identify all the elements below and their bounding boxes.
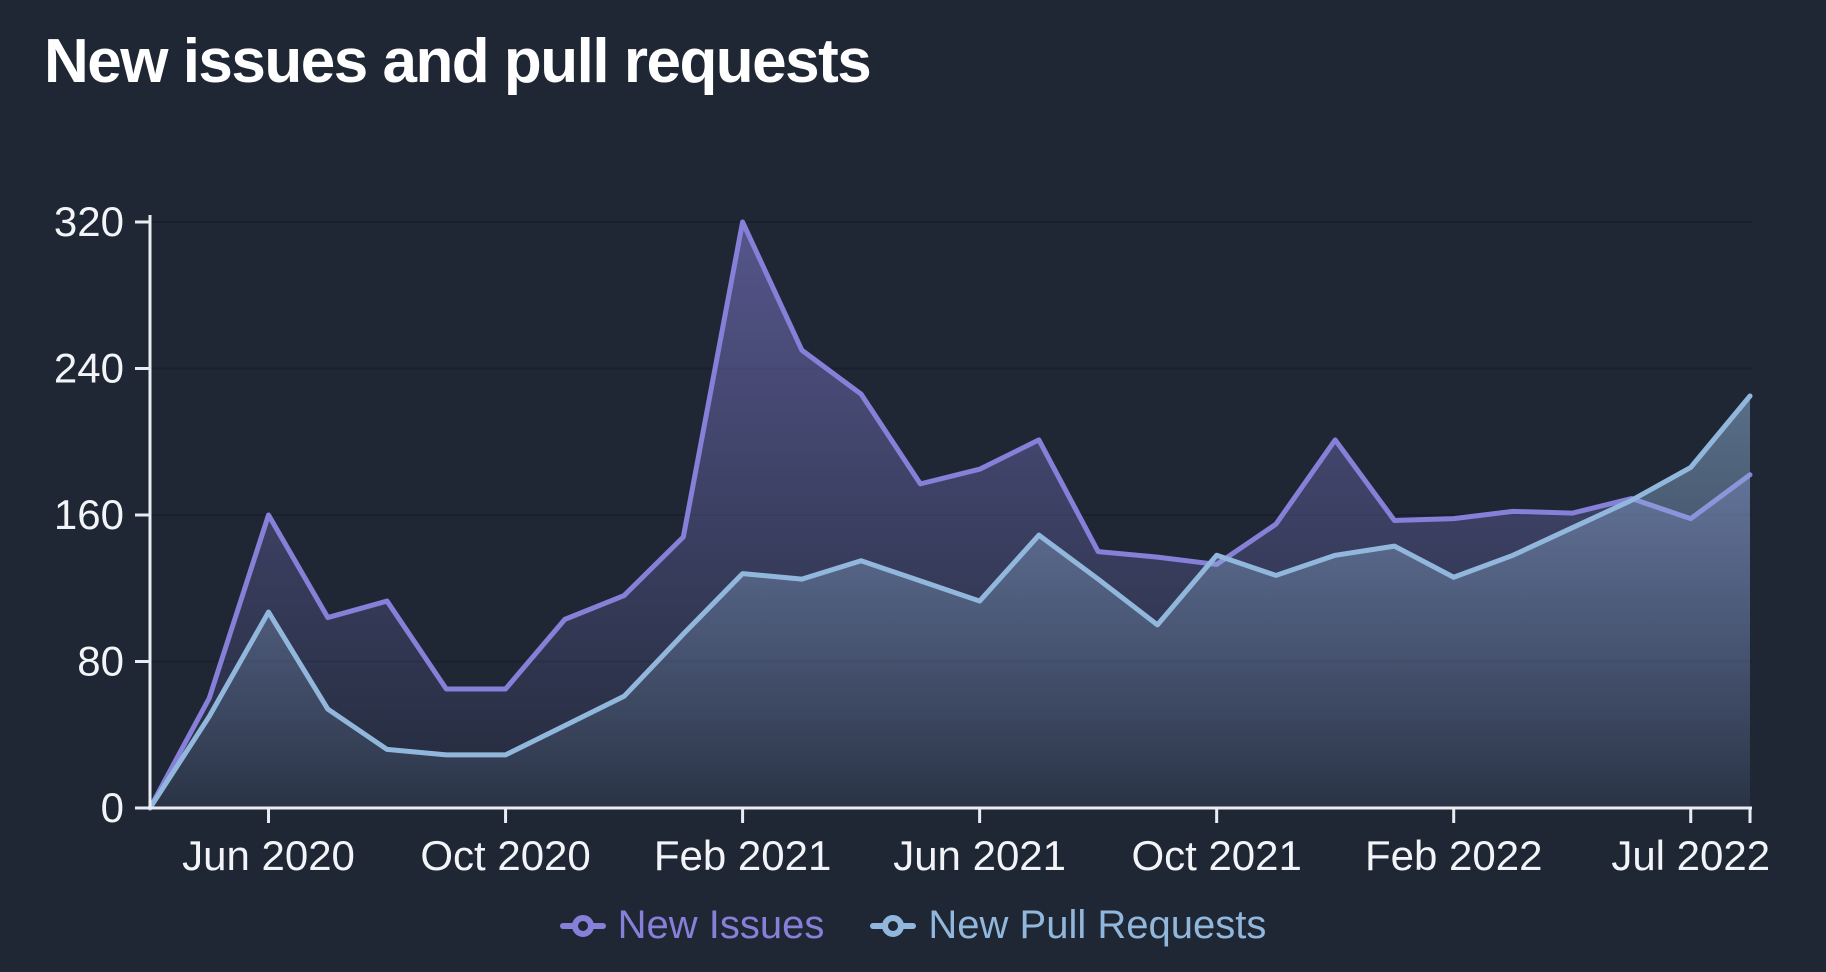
- series-area-new-pull-requests: [150, 395, 1750, 808]
- x-axis-label: Jul 2022: [1611, 832, 1770, 879]
- y-axis-label: 320: [54, 198, 124, 245]
- y-axis-label: 240: [54, 345, 124, 392]
- line-with-ring-icon: [559, 914, 606, 937]
- legend-item-new-issues[interactable]: New Issues: [559, 903, 825, 948]
- chart-title: New issues and pull requests: [44, 27, 872, 96]
- x-axis-label: Jun 2021: [893, 832, 1066, 879]
- legend-label-new-issues: New Issues: [617, 903, 825, 947]
- line-with-ring-icon: [870, 914, 917, 937]
- x-axis-label: Feb 2021: [654, 832, 831, 879]
- x-axis-label: Jun 2020: [182, 832, 355, 879]
- y-axis-label: 160: [54, 491, 124, 538]
- x-axis-label: Oct 2021: [1131, 832, 1301, 879]
- legend-label-new-pull-requests: New Pull Requests: [928, 903, 1267, 947]
- series-line-new-issues[interactable]: [147, 219, 1753, 811]
- y-axis-label: 0: [101, 784, 124, 831]
- series-line-new-pull-requests[interactable]: [147, 393, 1753, 811]
- y-axis-label: 80: [77, 638, 124, 685]
- x-axis-label: Oct 2020: [420, 832, 590, 879]
- legend-item-new-pull-requests[interactable]: New Pull Requests: [870, 903, 1266, 948]
- chart-legend: New Issues New Pull Requests: [0, 903, 1826, 948]
- x-axis-label: Feb 2022: [1365, 832, 1542, 879]
